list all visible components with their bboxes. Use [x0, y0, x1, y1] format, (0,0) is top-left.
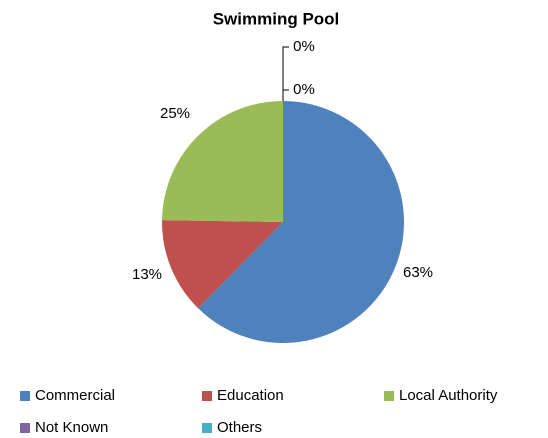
data-label: 13%	[132, 266, 162, 283]
legend-swatch	[20, 423, 30, 433]
legend-label: Others	[217, 419, 262, 436]
data-label: 0%	[293, 81, 315, 98]
pie-slice	[162, 220, 283, 309]
pie-slice	[198, 101, 405, 343]
data-label: 25%	[160, 105, 190, 122]
data-label: 0%	[293, 38, 315, 55]
pie-slice	[162, 101, 283, 222]
legend-swatch	[202, 391, 212, 401]
legend-label: Not Known	[35, 419, 108, 436]
legend-label: Local Authority	[399, 387, 498, 404]
chart-title: Swimming Pool	[213, 9, 340, 28]
data-label: 63%	[403, 264, 433, 281]
legend-label: Commercial	[35, 387, 115, 404]
legend-swatch	[384, 391, 394, 401]
leader-line	[282, 46, 289, 101]
legend-label: Education	[217, 387, 284, 404]
legend-swatch	[20, 391, 30, 401]
legend-swatch	[202, 423, 212, 433]
